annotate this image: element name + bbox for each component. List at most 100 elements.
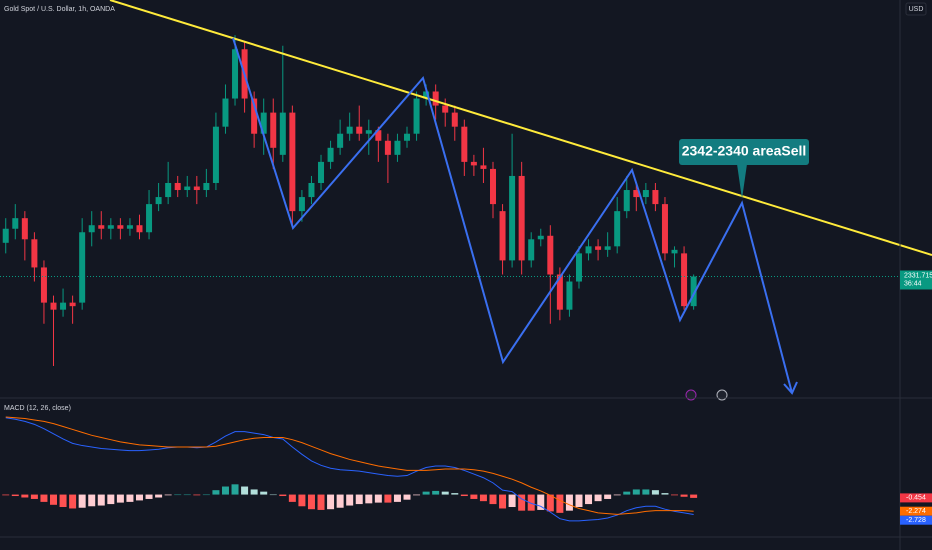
- histogram-bar: [145, 494, 153, 499]
- candle-body: [365, 130, 372, 134]
- candle-body: [614, 211, 621, 247]
- histogram-bar: [365, 494, 373, 504]
- candle-body: [480, 165, 487, 169]
- histogram-bar: [374, 494, 382, 503]
- candle-body: [107, 225, 114, 229]
- candle-body: [451, 112, 458, 127]
- histogram-bar: [346, 494, 354, 506]
- candle-body: [298, 197, 305, 212]
- histogram-bar: [413, 494, 421, 496]
- histogram-bar: [298, 494, 306, 507]
- projection-path: [232, 37, 793, 394]
- histogram-bar: [59, 494, 67, 508]
- candle-body: [642, 190, 649, 198]
- candle-body: [566, 281, 573, 310]
- histogram-bar: [88, 494, 96, 507]
- candle-body: [60, 302, 67, 310]
- candle-body: [337, 133, 344, 148]
- candle-body: [528, 239, 535, 261]
- projection-arrow: [783, 381, 798, 395]
- candle-body: [604, 246, 611, 250]
- value-label: -2.728: [906, 517, 926, 524]
- candle-body: [117, 225, 124, 229]
- candle-body: [184, 186, 191, 191]
- candle-body: [384, 140, 391, 155]
- histogram-bar: [221, 486, 229, 495]
- histogram-bar: [288, 494, 296, 502]
- candle-body: [155, 197, 162, 205]
- candle-body: [2, 228, 9, 243]
- value-box: [900, 506, 932, 516]
- histogram-bar: [537, 494, 545, 510]
- candle-body: [556, 274, 563, 310]
- histogram-bar: [604, 494, 612, 499]
- histogram-bar: [451, 493, 459, 495]
- histogram-bar: [97, 494, 105, 506]
- candle-body: [31, 239, 38, 268]
- candle-body: [174, 182, 181, 191]
- candle-body: [98, 225, 105, 229]
- histogram-bar: [336, 494, 344, 508]
- histogram-bar: [508, 494, 516, 508]
- callout-box: [679, 139, 809, 165]
- marks: [0, 35, 900, 522]
- histogram-bar: [126, 494, 134, 502]
- histogram-bar: [355, 494, 363, 505]
- histogram-bar: [164, 494, 172, 496]
- candle-body: [585, 246, 592, 254]
- histogram-bar: [269, 494, 277, 496]
- candle-body: [289, 112, 296, 212]
- candle-body: [375, 130, 382, 141]
- candle-body: [346, 126, 353, 134]
- candle-body: [222, 98, 229, 127]
- histogram-bar: [422, 491, 430, 495]
- callout-text: 2342-2340 areaSell: [682, 143, 807, 159]
- histogram-bar: [307, 494, 315, 510]
- candle-body: [12, 218, 19, 229]
- histogram-bar: [317, 494, 325, 510]
- candle-body: [165, 182, 172, 198]
- histogram-bar: [69, 494, 77, 509]
- histogram-bar: [107, 494, 115, 505]
- value-label: -0.454: [906, 495, 926, 502]
- candle-body: [537, 235, 544, 240]
- macd-title: MACD (12, 26, close): [4, 405, 71, 412]
- candle-body: [356, 126, 363, 134]
- histogram-bar: [632, 489, 640, 495]
- histogram-bar: [193, 494, 201, 496]
- candle-body: [79, 232, 86, 303]
- histogram-bar: [661, 493, 669, 495]
- histogram-bar: [642, 489, 650, 495]
- callout: 2342-2340 areaSell: [679, 139, 809, 199]
- histogram-bar: [527, 494, 535, 511]
- histogram-bar: [651, 490, 659, 495]
- currency-box: [905, 2, 927, 16]
- histogram-bar: [432, 490, 440, 495]
- value-box: [900, 515, 932, 525]
- candle-body: [489, 168, 496, 205]
- candle-body: [88, 225, 95, 233]
- candle-body: [146, 204, 153, 233]
- histogram-bar: [546, 494, 554, 512]
- candle-body: [69, 302, 76, 307]
- histogram-bar: [40, 494, 48, 502]
- candle-body: [499, 211, 506, 261]
- candle-body: [432, 91, 439, 106]
- value-box: [900, 493, 932, 503]
- histogram-bar: [489, 494, 497, 505]
- histogram-bar: [585, 494, 593, 505]
- candle-body: [575, 253, 582, 282]
- histogram-bar: [441, 491, 449, 495]
- histogram-bar: [155, 494, 163, 498]
- histogram-bar: [393, 494, 401, 502]
- histogram-bar: [403, 494, 411, 500]
- histogram-bar: [479, 494, 487, 502]
- histogram-bar: [135, 494, 143, 501]
- histogram-bar: [690, 494, 698, 498]
- histogram-bar: [279, 494, 287, 497]
- histogram-bar: [50, 494, 58, 505]
- histogram-bar: [11, 494, 19, 497]
